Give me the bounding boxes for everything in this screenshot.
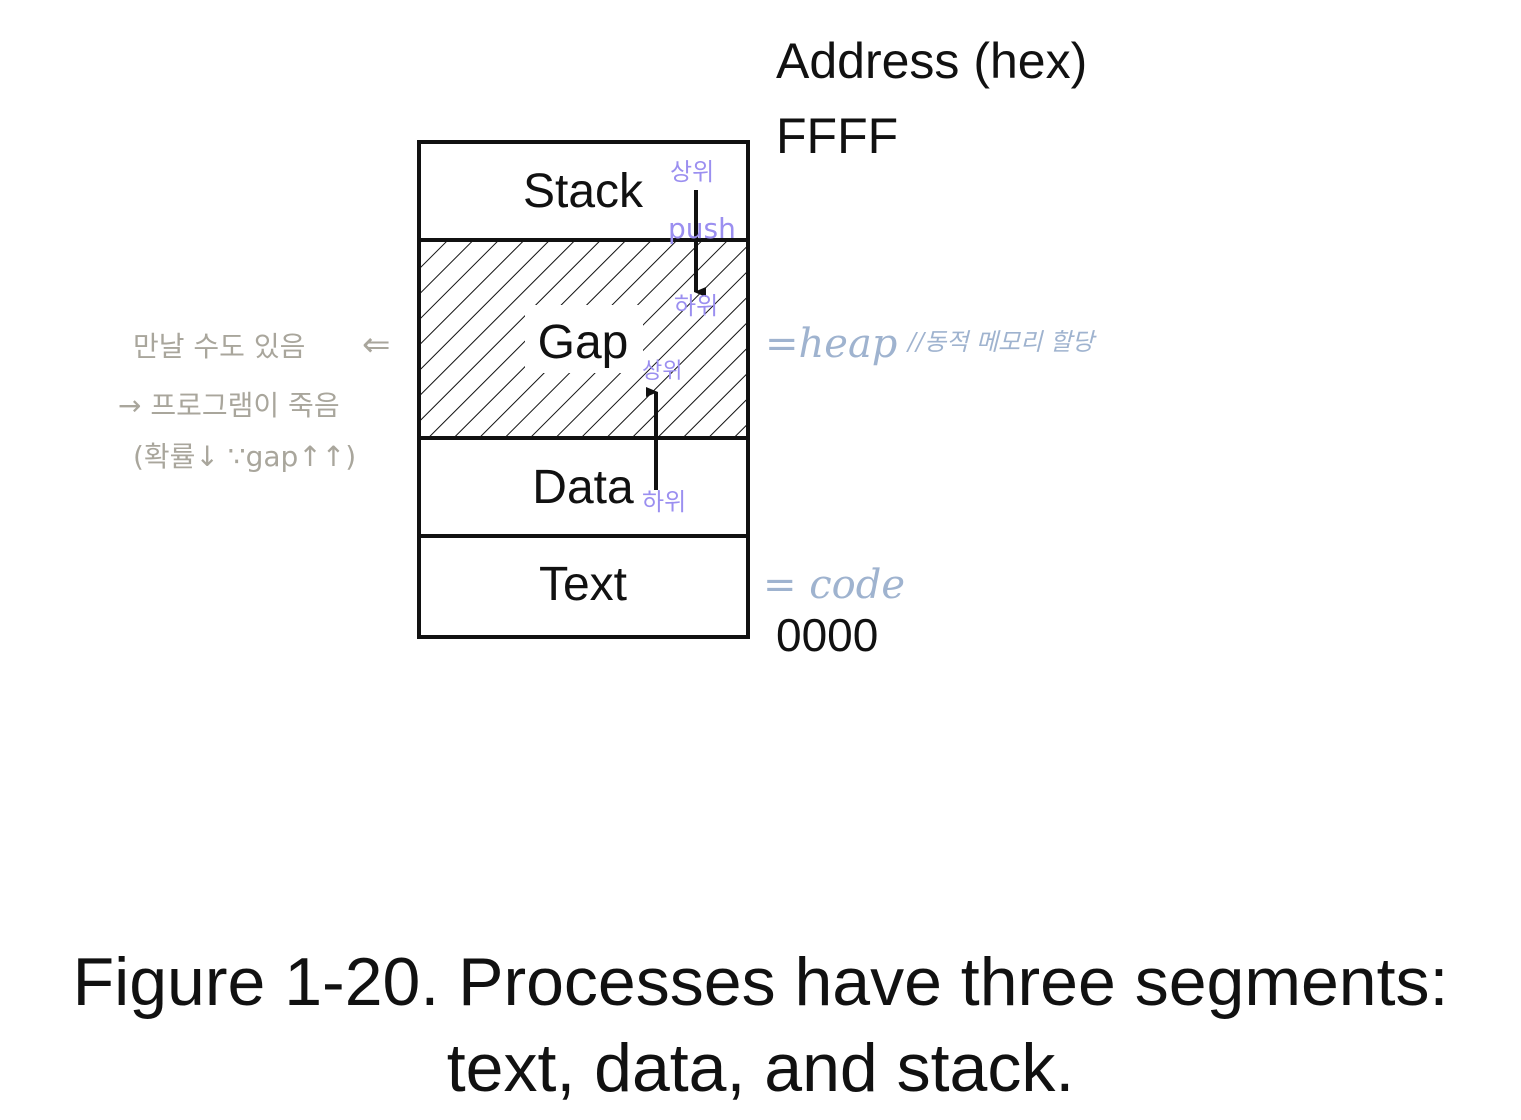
push-note: push	[668, 212, 736, 245]
data-segment	[417, 436, 750, 538]
bottom-address: 0000	[776, 609, 878, 661]
gap-label-background	[525, 305, 643, 373]
data-top-note: 상위	[642, 359, 682, 384]
stack-label: Stack	[523, 165, 644, 218]
figure-caption-line-2: text, data, and stack.	[446, 1030, 1075, 1106]
collision-note: 만날 수도 있음	[133, 330, 305, 363]
address-label: Address (hex)	[776, 33, 1087, 89]
text-segment	[417, 534, 750, 639]
text-label: Text	[539, 558, 627, 611]
top-address: FFFF	[776, 108, 898, 164]
probability-note: (확률↓ ∵gap↑↑)	[133, 440, 356, 473]
code-note: = code	[763, 562, 905, 608]
stack-top-note: 상위	[670, 158, 714, 186]
heap-note: =heap	[765, 321, 897, 367]
stack-bottom-note: 하위	[674, 292, 718, 320]
crash-note: → 프로그램이 죽음	[118, 389, 340, 422]
left-arrow-note: ⇐	[362, 325, 391, 365]
data-bottom-note: 하위	[642, 488, 686, 516]
data-label: Data	[532, 461, 634, 514]
gap-label: Gap	[538, 316, 629, 369]
figure-caption-line-1: Figure 1-20. Processes have three segmen…	[72, 944, 1449, 1020]
heap-description-note: //동적 메모리 할당	[906, 328, 1097, 356]
